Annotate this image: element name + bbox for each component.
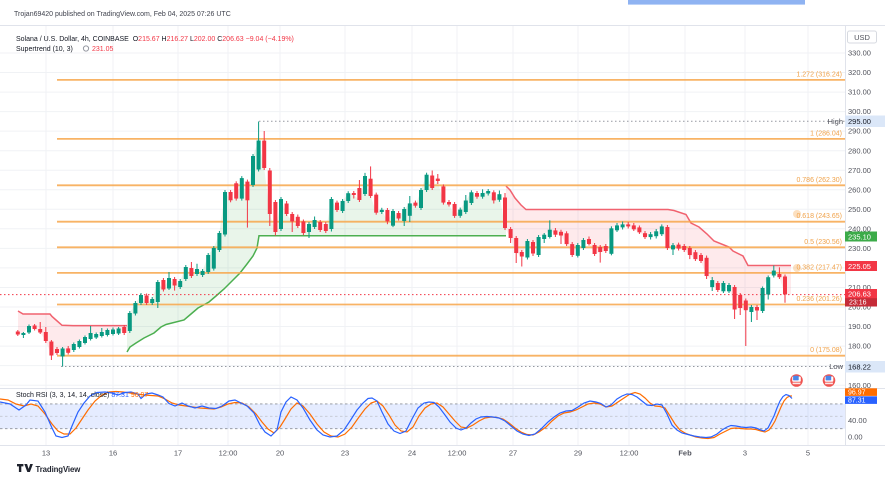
svg-text:13: 13: [42, 449, 50, 458]
svg-text:230.00: 230.00: [848, 244, 871, 253]
svg-text:200.00: 200.00: [848, 303, 871, 312]
svg-text:310.00: 310.00: [848, 88, 871, 97]
svg-text:280.00: 280.00: [848, 146, 871, 155]
svg-text:Solana / U.S. Dollar, 4h, COIN: Solana / U.S. Dollar, 4h, COINBASE O215.…: [16, 36, 294, 43]
svg-text:12:00: 12:00: [620, 449, 639, 458]
svg-text:17: 17: [174, 449, 182, 458]
svg-text:5: 5: [806, 449, 810, 458]
svg-text:23: 23: [341, 449, 349, 458]
svg-text:240.00: 240.00: [848, 224, 871, 233]
svg-text:250.00: 250.00: [848, 205, 871, 214]
svg-text:1 (286.04): 1 (286.04): [810, 130, 842, 137]
svg-text:235.10: 235.10: [848, 232, 871, 241]
svg-text:1.272 (316.24): 1.272 (316.24): [796, 71, 842, 78]
svg-text:20: 20: [276, 449, 284, 458]
svg-text:Trojan69420 published on Tradi: Trojan69420 published on TradingView.com…: [14, 11, 231, 18]
svg-text:3: 3: [743, 449, 747, 458]
svg-text:0.5 (230.56): 0.5 (230.56): [804, 239, 842, 246]
svg-text:12:00: 12:00: [448, 449, 467, 458]
svg-text:206.63: 206.63: [848, 289, 871, 298]
svg-text:320.00: 320.00: [848, 68, 871, 77]
svg-text:12:00: 12:00: [219, 449, 238, 458]
svg-text:USD: USD: [854, 33, 870, 42]
svg-text:231.05: 231.05: [92, 46, 114, 53]
svg-text:290.00: 290.00: [848, 127, 871, 136]
svg-text:180.00: 180.00: [848, 342, 871, 351]
svg-text:87.31: 87.31: [848, 397, 866, 404]
svg-text:295.00: 295.00: [848, 117, 871, 126]
svg-text:0.618 (243.65): 0.618 (243.65): [796, 213, 842, 220]
svg-text:Stoch RSI (3, 3, 14, 14, close: Stoch RSI (3, 3, 14, 14, close) 87.31 96…: [16, 392, 148, 399]
svg-text:0.236 (201.26): 0.236 (201.26): [796, 296, 842, 303]
svg-text:Low: Low: [829, 362, 843, 371]
svg-text:16: 16: [109, 449, 117, 458]
svg-text:0.382 (217.47): 0.382 (217.47): [796, 264, 842, 271]
svg-text:Supertrend (10, 3): Supertrend (10, 3): [16, 46, 73, 53]
svg-text:0.786 (262.30): 0.786 (262.30): [796, 177, 842, 184]
svg-text:TradingView: TradingView: [36, 465, 82, 474]
svg-text:270.00: 270.00: [848, 166, 871, 175]
svg-text:Feb: Feb: [678, 449, 692, 458]
svg-text:High: High: [828, 117, 843, 126]
svg-text:27: 27: [509, 449, 517, 458]
svg-text:23:16: 23:16: [849, 300, 867, 307]
svg-text:160.00: 160.00: [848, 381, 871, 390]
svg-text:260.00: 260.00: [848, 185, 871, 194]
svg-text:96.97: 96.97: [848, 389, 866, 396]
svg-text:24: 24: [408, 449, 416, 458]
svg-text:29: 29: [574, 449, 582, 458]
svg-text:0.00: 0.00: [848, 433, 863, 442]
svg-text:168.22: 168.22: [848, 362, 871, 371]
svg-text:210.00: 210.00: [848, 283, 871, 292]
svg-text:0 (175.08): 0 (175.08): [810, 347, 842, 354]
svg-text:40.00: 40.00: [848, 416, 867, 425]
svg-text:225.05: 225.05: [848, 262, 871, 271]
svg-text:190.00: 190.00: [848, 322, 871, 331]
svg-text:300.00: 300.00: [848, 107, 871, 116]
svg-text:330.00: 330.00: [848, 49, 871, 58]
